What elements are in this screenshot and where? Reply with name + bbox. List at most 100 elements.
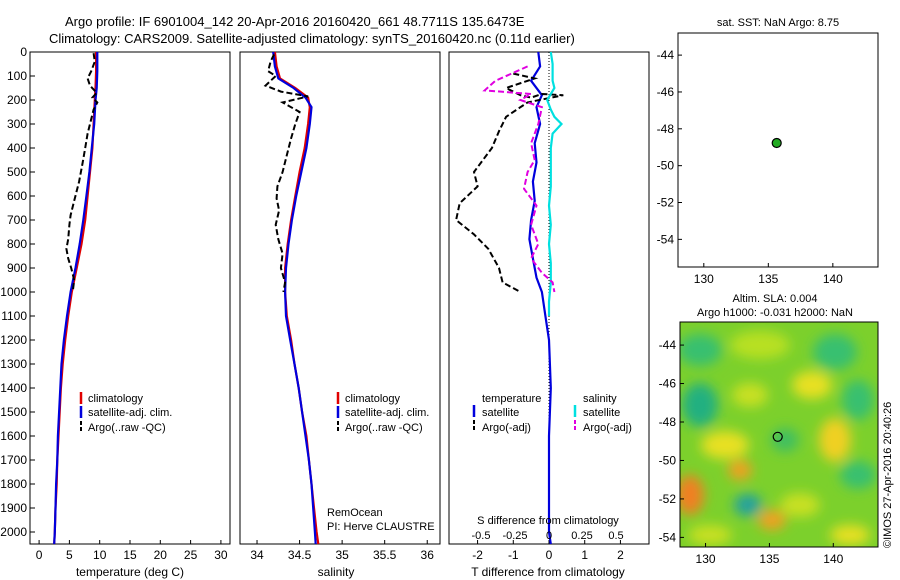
- map-y-tick-label: -46: [659, 377, 677, 391]
- legend-argo-label: Argo(..raw -QC): [345, 422, 423, 434]
- s-tick-label: 0: [546, 530, 552, 542]
- x-tick-label: 0: [36, 548, 43, 562]
- x-tick-label: 2: [617, 548, 624, 562]
- map-y-tick-label: -52: [657, 196, 675, 210]
- depth-tick-label: 1200: [0, 333, 27, 347]
- temperature-series: [53, 52, 99, 545]
- x-tick-label: 36: [421, 548, 435, 562]
- map-x-tick-label: 130: [696, 552, 716, 566]
- s-tick-label: -0.5: [472, 530, 491, 542]
- depth-tick-label: 1600: [0, 429, 27, 443]
- sla-map-axes: 130 135 140 -44 -46 -48 -50 -52 -54: [659, 338, 844, 566]
- salinity-legend: climatology satellite-adj. clim. Argo(..…: [336, 392, 429, 434]
- map-x-tick-label: 140: [823, 552, 843, 566]
- legend-temp-argo-label: Argo(-adj): [482, 422, 531, 434]
- depth-tick-label: 900: [7, 261, 27, 275]
- sla-blob: [732, 383, 768, 407]
- legend-temp-satellite-label: satellite: [482, 407, 519, 419]
- watermark: ©IMOS 27-Apr-2016 20:40:26: [882, 402, 894, 548]
- sla-map-panel: Altim. SLA: 0.004 Argo h1000: -0.031 h20…: [659, 293, 879, 566]
- map-x-tick-label: 135: [759, 552, 779, 566]
- s-tick-label: 0.25: [571, 530, 592, 542]
- x-tick-label: 34.5: [288, 548, 312, 562]
- sla-blob: [728, 460, 752, 480]
- depth-tick-label: 500: [7, 165, 27, 179]
- sla-blob: [730, 331, 790, 359]
- temperature-x-axis: 0 5 10 15 20 25 30: [36, 540, 228, 562]
- legend-sal-satellite-label: satellite: [583, 407, 620, 419]
- sla-heatmap: [680, 322, 878, 547]
- legend-argo-label: Argo(..raw -QC): [88, 422, 166, 434]
- difference-series: [454, 51, 564, 545]
- sla-blob: [682, 383, 718, 427]
- depth-tick-label: 1300: [0, 357, 27, 371]
- sla-blob: [771, 428, 799, 452]
- legend-climatology-label: climatology: [345, 393, 401, 405]
- map-y-tick-label: -44: [659, 338, 677, 352]
- x-tick-label: 10: [93, 548, 107, 562]
- x-tick-label: 35: [335, 548, 349, 562]
- sst-map-panel: sat. SST: NaN Argo: 8.75 130 135 140 -44 -46…: [657, 17, 879, 286]
- sla-blob: [734, 494, 762, 516]
- x-tick-label: 30: [214, 548, 228, 562]
- pi-label: PI: Herve CLAUSTRE: [327, 521, 435, 533]
- depth-tick-label: 200: [7, 93, 27, 107]
- depth-tick-label: 300: [7, 117, 27, 131]
- temperature-panel: 0100200300400500600700800900100011001200…: [0, 45, 453, 579]
- sla-map-markers: [772, 431, 783, 442]
- sla-blob: [701, 431, 749, 459]
- series-line-salinity-argo-adj-: [482, 65, 556, 293]
- series-line-satellite-adj-clim-: [53, 52, 99, 545]
- sla-blob: [680, 334, 722, 366]
- title-line-2: Climatology: CARS2009. Satellite-adjuste…: [49, 31, 575, 46]
- depth-tick-label: 600: [7, 189, 27, 203]
- legend-climatology-label: climatology: [88, 393, 144, 405]
- sst-map-title: sat. SST: NaN Argo: 8.75: [717, 17, 839, 29]
- map-y-tick-label: -44: [657, 48, 675, 62]
- salinity-x-axis: 34 34.5 35 35.5 36: [250, 540, 434, 562]
- sst-map-axes: 130 135 140 -44 -46 -48 -50 -52 -54: [657, 48, 844, 286]
- depth-tick-label: 800: [7, 237, 27, 251]
- depth-axis: 0 100 200 300 400 500 600 700 800 900 1000 1100 1200…: [0, 45, 453, 539]
- sst-map-markers: [771, 137, 782, 149]
- depth-tick-label: 1500: [0, 405, 27, 419]
- series-line-argo-raw-qc-: [65, 53, 99, 290]
- t-difference-label: T difference from climatology: [471, 565, 625, 579]
- difference-x-axis: -2 -1 0 1 2: [472, 540, 624, 562]
- salinity-panel: 34 34.5 35 35.5 36 salinity climatology sate…: [239, 51, 441, 579]
- depth-tick-label: 100: [7, 69, 27, 83]
- s-difference-tick-labels: -0.5 -0.25 0 0.25 0.5: [472, 530, 624, 542]
- sla-map-frame: [679, 321, 879, 548]
- sla-blob: [792, 371, 832, 399]
- x-tick-label: 1: [581, 548, 588, 562]
- map-y-tick-label: -46: [657, 85, 675, 99]
- series-line-argo-raw-qc-: [263, 53, 309, 293]
- sla-blob: [813, 334, 857, 370]
- x-tick-label: -1: [508, 548, 519, 562]
- x-tick-label: 20: [154, 548, 168, 562]
- depth-tick-label: 1700: [0, 453, 27, 467]
- s-tick-label: 0.5: [608, 530, 623, 542]
- s-difference-label: S difference from climatology: [477, 515, 619, 527]
- map-y-tick-label: -54: [657, 232, 675, 246]
- depth-tick-label: 400: [7, 141, 27, 155]
- x-tick-label: 15: [123, 548, 137, 562]
- x-tick-label: 0: [546, 548, 553, 562]
- sla-blob: [780, 493, 820, 517]
- salinity-series: [263, 51, 320, 545]
- x-tick-label: -2: [472, 548, 483, 562]
- depth-tick-label: 1100: [1, 309, 27, 323]
- depth-tick-label: 1900: [0, 501, 27, 515]
- x-tick-label: 35.5: [373, 548, 397, 562]
- sla-heatmap-blobs: [680, 331, 876, 545]
- depth-tick-label: 1400: [0, 381, 27, 395]
- temperature-legend: climatology satellite-adj. clim. Argo(..…: [79, 392, 172, 434]
- sla-blob: [840, 461, 876, 489]
- difference-legend: temperature satellite Argo(-adj) salinit…: [472, 393, 632, 434]
- sla-blob: [680, 475, 704, 515]
- legend-temperature-title: temperature: [482, 393, 541, 405]
- salinity-panel-frame: [239, 51, 441, 545]
- x-tick-label: 25: [184, 548, 198, 562]
- argo-position-marker: [772, 431, 783, 442]
